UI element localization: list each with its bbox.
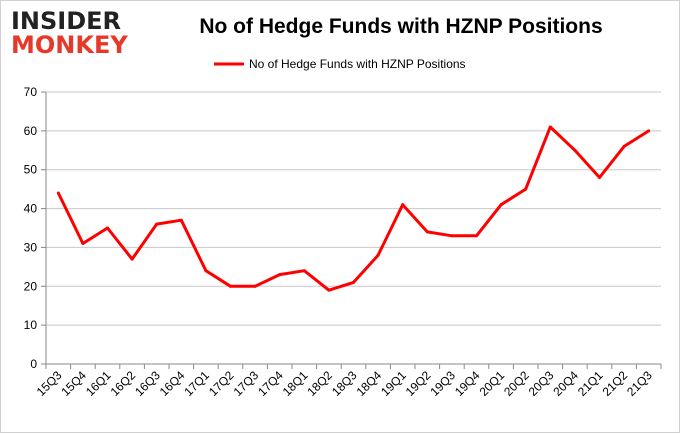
data-point	[352, 280, 355, 284]
chart-title: No of Hedge Funds with HZNP Positions	[199, 15, 603, 38]
data-point	[106, 226, 109, 230]
x-tick-label: 16Q2	[108, 368, 139, 399]
x-tick-label: 19Q1	[378, 368, 409, 399]
y-tick-label: 10	[24, 318, 38, 332]
legend-label: No of Hedge Funds with HZNP Positions	[249, 57, 466, 71]
gridlines	[46, 91, 661, 365]
data-point	[81, 242, 85, 246]
data-point	[278, 273, 282, 277]
y-axis: 0 10 20 30 40 50 60 70	[24, 85, 47, 371]
x-tick-label: 17Q2	[206, 368, 237, 399]
data-point	[56, 191, 60, 195]
x-tick-label: 19Q2	[403, 368, 434, 399]
data-point	[179, 218, 183, 222]
x-tick-label: 21Q2	[600, 368, 631, 399]
x-tick-label: 19Q3	[427, 368, 458, 399]
data-point	[622, 144, 626, 148]
data-point	[647, 129, 651, 133]
data-point	[155, 222, 159, 226]
x-axis: 15Q315Q416Q116Q216Q316Q417Q117Q217Q317Q4…	[34, 363, 662, 399]
x-tick-label: 18Q1	[280, 368, 311, 399]
data-point	[130, 257, 134, 261]
x-tick-label: 17Q3	[231, 368, 262, 399]
x-tick-label: 18Q2	[304, 368, 335, 399]
y-tick-label: 0	[30, 357, 37, 371]
data-point	[524, 187, 528, 191]
x-tick-label: 20Q2	[501, 368, 532, 399]
legend: No of Hedge Funds with HZNP Positions	[214, 57, 466, 71]
series-layer	[56, 125, 651, 292]
data-point	[302, 269, 306, 273]
x-tick-label: 17Q1	[181, 368, 212, 399]
data-point	[598, 175, 601, 179]
data-point	[425, 230, 429, 234]
data-point	[253, 284, 257, 288]
x-tick-label: 21Q1	[575, 368, 606, 399]
data-point	[327, 288, 331, 292]
x-tick-label: 20Q1	[477, 368, 508, 399]
data-point	[573, 148, 577, 152]
y-tick-label: 50	[24, 163, 38, 177]
data-point	[450, 234, 454, 238]
data-point	[475, 234, 478, 238]
logo-line-1: INSIDER	[11, 7, 122, 35]
x-tick-label: 20Q4	[550, 368, 581, 399]
x-tick-label: 16Q4	[157, 368, 188, 399]
y-tick-label: 30	[24, 240, 38, 254]
x-tick-label: 17Q4	[255, 368, 286, 399]
x-tick-label: 19Q4	[452, 368, 483, 399]
x-tick-label: 15Q3	[34, 368, 65, 399]
logo-line-2: MONKEY	[11, 31, 128, 59]
data-point	[499, 203, 503, 207]
data-point	[229, 284, 232, 288]
data-point	[376, 253, 380, 257]
insider-monkey-logo: INSIDER MONKEY	[11, 9, 131, 57]
y-tick-label: 60	[24, 124, 38, 138]
data-point	[548, 125, 552, 129]
x-tick-label: 18Q4	[354, 368, 385, 399]
x-tick-label: 16Q3	[132, 368, 163, 399]
y-tick-label: 40	[24, 202, 38, 216]
x-tick-label: 20Q3	[526, 368, 557, 399]
x-tick-label: 15Q4	[58, 368, 89, 399]
x-tick-label: 18Q3	[329, 368, 360, 399]
x-tick-label: 21Q3	[624, 368, 655, 399]
data-point	[401, 203, 405, 207]
data-point	[204, 269, 208, 273]
x-tick-label: 16Q1	[83, 368, 114, 399]
y-tick-label: 70	[24, 85, 38, 99]
y-tick-label: 20	[24, 279, 38, 293]
